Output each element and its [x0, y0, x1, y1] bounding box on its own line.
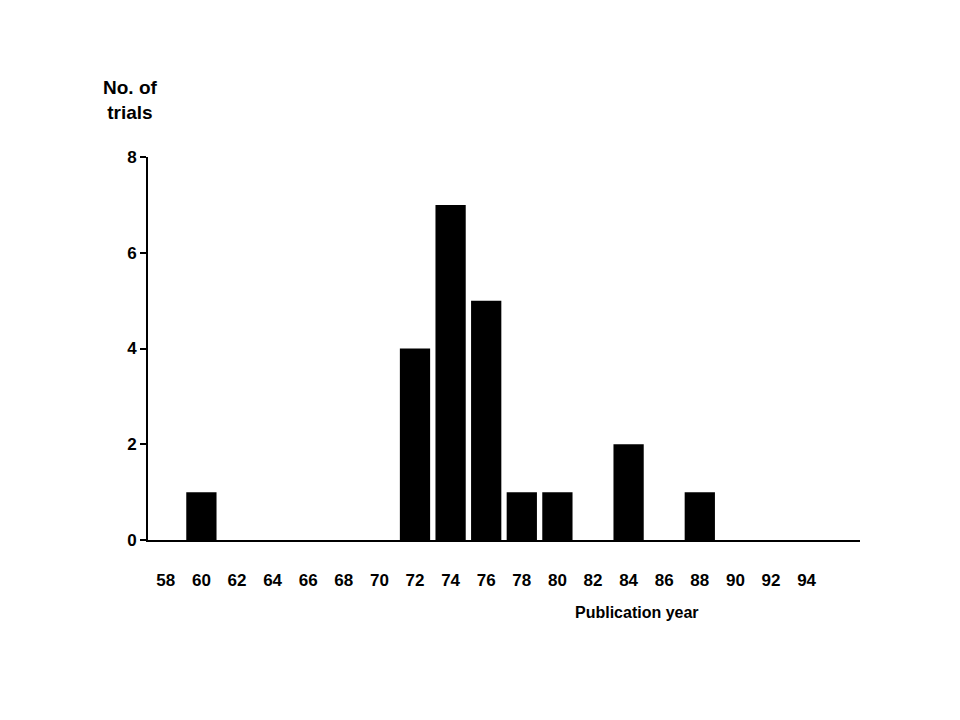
svg-text:58: 58 [156, 571, 175, 590]
svg-text:88: 88 [690, 571, 709, 590]
svg-text:82: 82 [584, 571, 603, 590]
svg-text:0: 0 [127, 531, 136, 550]
svg-text:8: 8 [127, 148, 136, 167]
svg-text:2: 2 [127, 435, 136, 454]
svg-text:84: 84 [619, 571, 638, 590]
svg-text:62: 62 [228, 571, 247, 590]
svg-text:80: 80 [548, 571, 567, 590]
svg-text:92: 92 [762, 571, 781, 590]
svg-text:68: 68 [334, 571, 353, 590]
svg-text:No. oftrials: No. oftrials [103, 77, 157, 123]
svg-text:74: 74 [441, 571, 460, 590]
svg-text:86: 86 [655, 571, 674, 590]
svg-text:78: 78 [512, 571, 531, 590]
svg-text:70: 70 [370, 571, 389, 590]
svg-text:72: 72 [406, 571, 425, 590]
svg-text:94: 94 [797, 571, 816, 590]
svg-text:4: 4 [127, 339, 137, 358]
svg-text:60: 60 [192, 571, 211, 590]
svg-text:66: 66 [299, 571, 318, 590]
svg-text:64: 64 [263, 571, 282, 590]
svg-text:90: 90 [726, 571, 745, 590]
svg-text:Publication year: Publication year [575, 604, 699, 621]
svg-text:76: 76 [477, 571, 496, 590]
svg-text:6: 6 [127, 244, 136, 263]
